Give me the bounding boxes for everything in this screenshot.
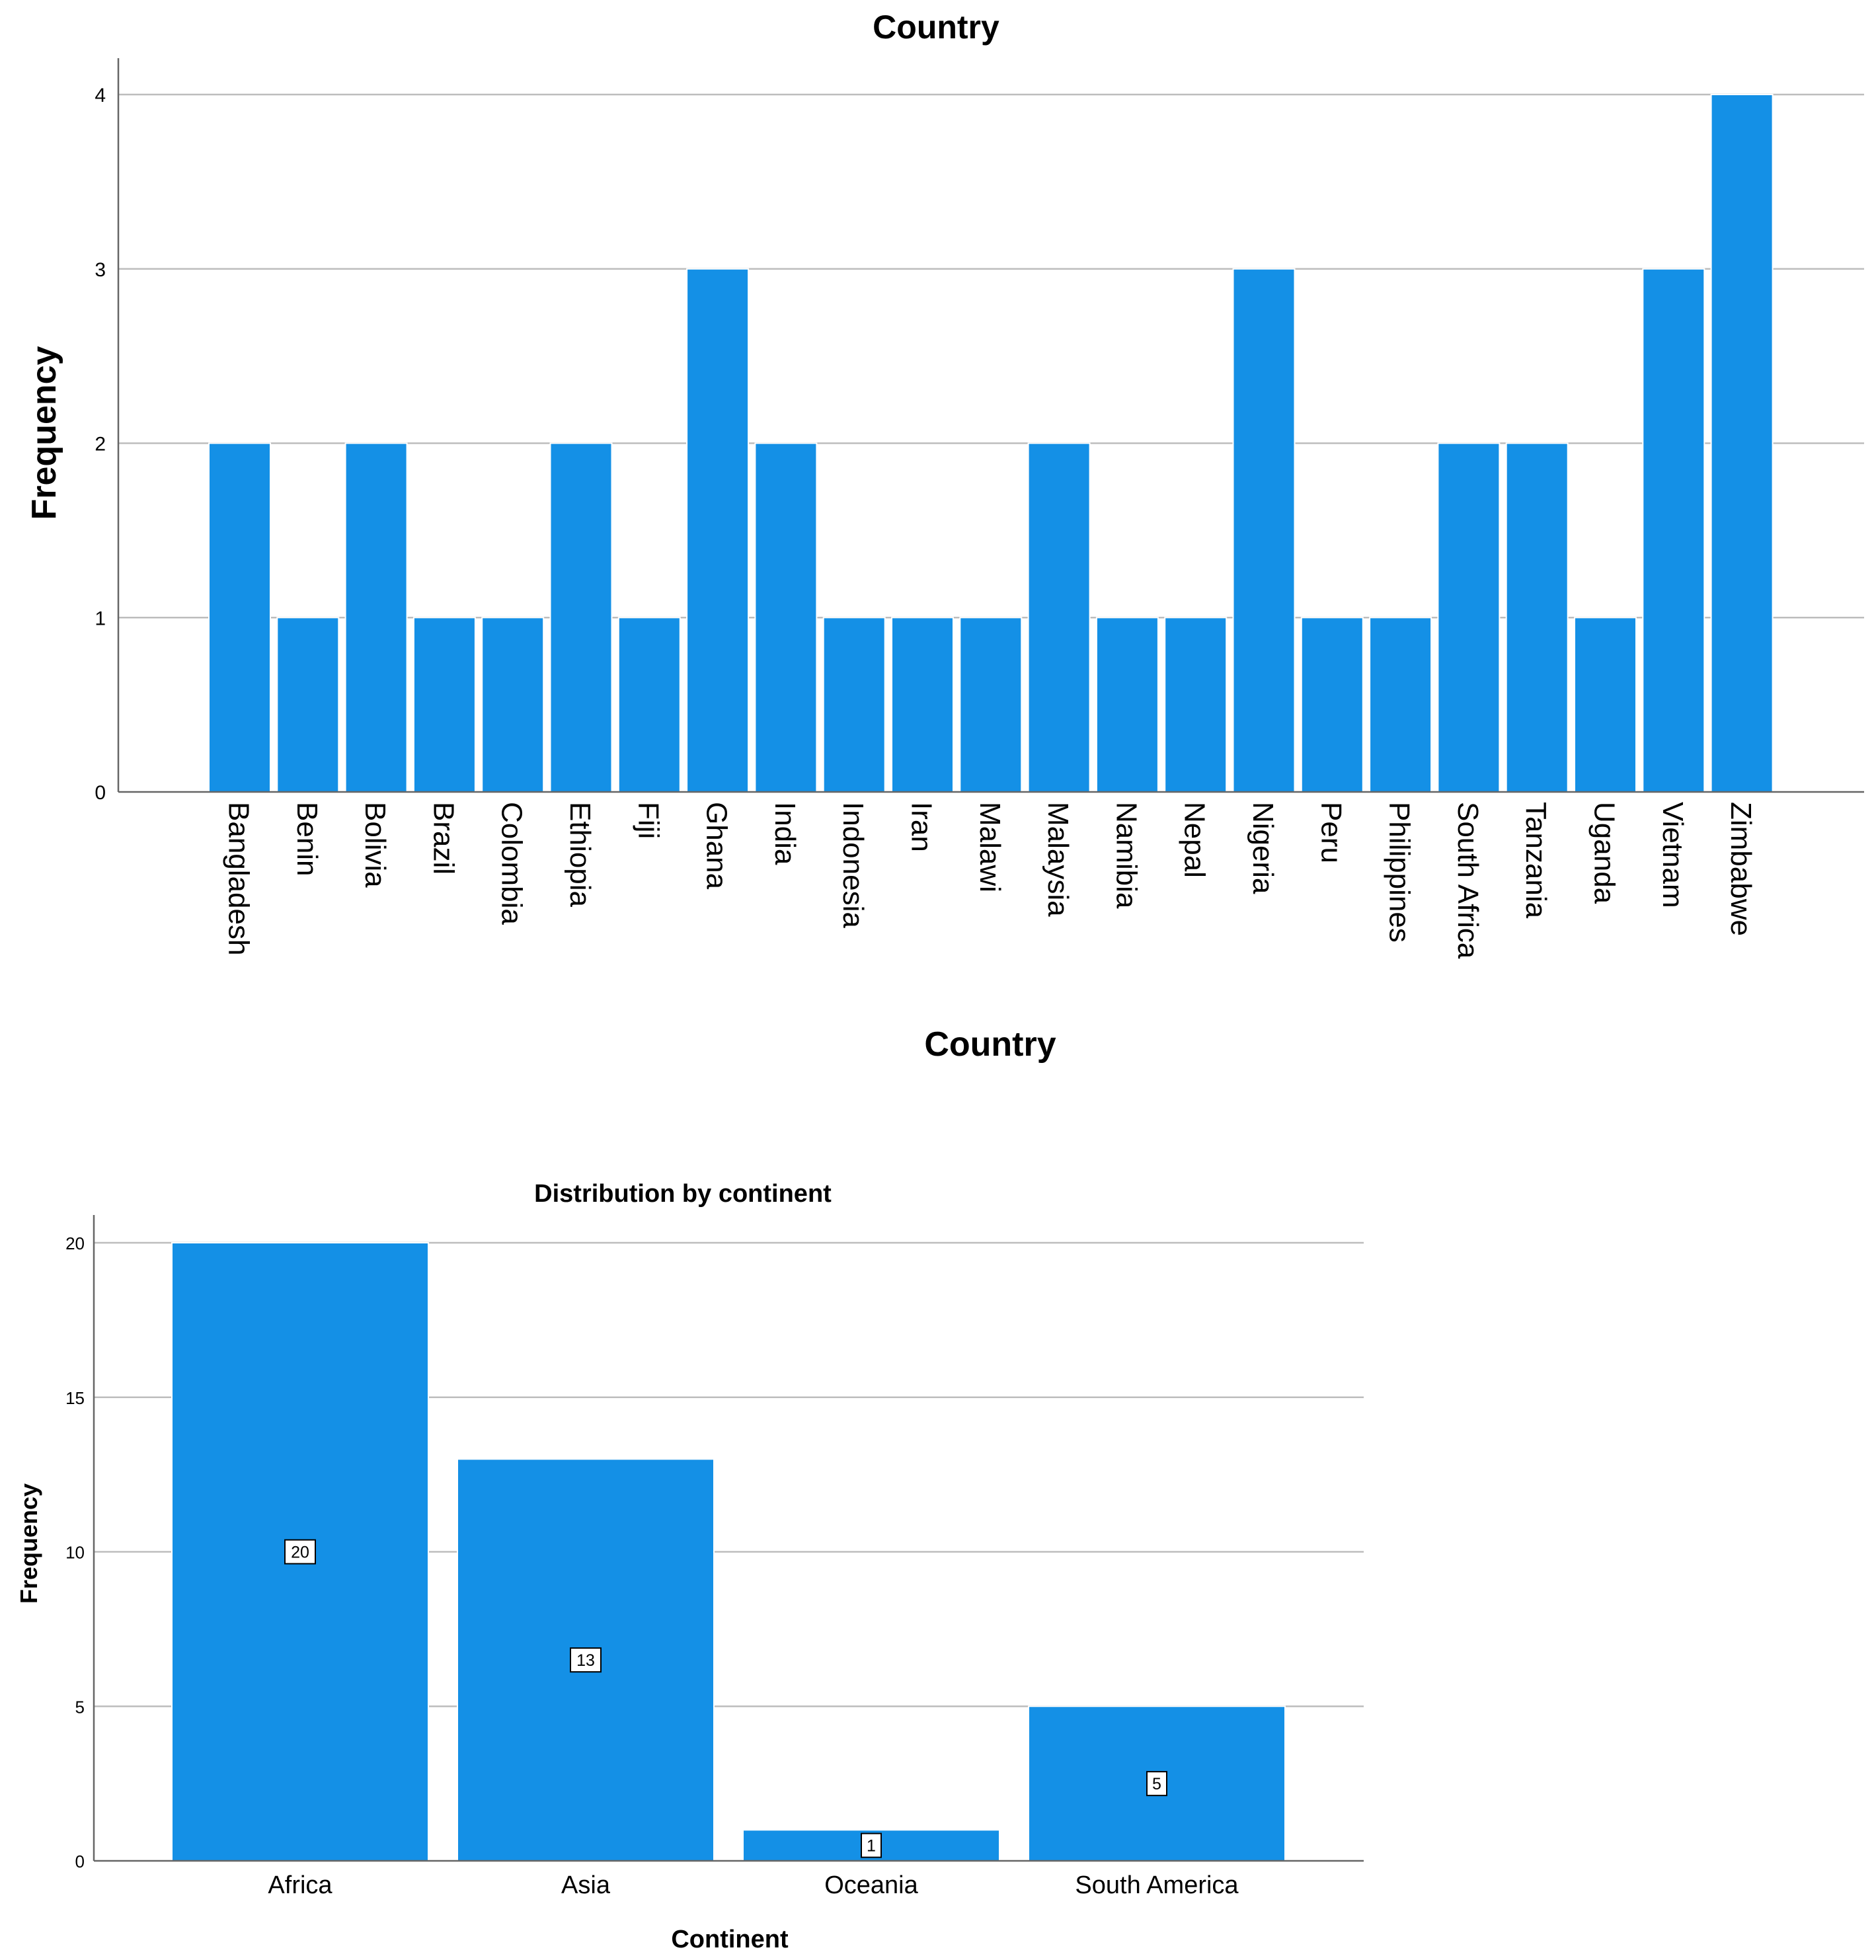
chart1-bar <box>1369 617 1432 793</box>
chart1-bar <box>1027 442 1091 793</box>
chart1-bar <box>1232 268 1296 793</box>
chart2-x-tick-label: Africa <box>268 1871 332 1899</box>
chart2-data-label-box <box>861 1832 882 1858</box>
chart1-x-tick-label: Fiji <box>632 802 664 839</box>
chart1-x-tick-label: Namibia <box>1110 802 1142 909</box>
chart2-data-label-box <box>1146 1771 1167 1797</box>
chart1-x-tick-label: Brazil <box>427 802 459 875</box>
chart2-x-tick-label: Asia <box>561 1871 611 1899</box>
chart1-bar <box>1437 442 1501 793</box>
chart1-bar <box>481 617 545 793</box>
chart1-x-tick-label: India <box>769 802 801 865</box>
chart1-title: Country <box>873 9 999 46</box>
chart2-y-tick-label: 0 <box>75 1852 85 1871</box>
chart1-bar <box>1574 617 1637 793</box>
chart1-x-tick-label: Malaysia <box>1042 802 1074 917</box>
chart1-x-tick-label: Malawi <box>974 802 1006 892</box>
chart1-y-tick-label: 3 <box>95 259 106 281</box>
chart1-bar <box>276 617 340 793</box>
chart1-x-tick-label: Philippines <box>1384 802 1416 943</box>
chart1-bar <box>1642 268 1705 793</box>
chart1-x-tick-label: Ethiopia <box>564 802 596 908</box>
chart1-x-tick-label: Colombia <box>496 802 528 925</box>
chart1-bar <box>686 268 750 793</box>
chart1-bar <box>344 442 408 793</box>
chart2-y-tick-label: 5 <box>75 1697 85 1717</box>
chart1-bar <box>617 617 681 793</box>
chart1-x-tick-label: Benin <box>291 802 323 877</box>
chart2-data-label: 13 <box>576 1651 595 1670</box>
chart1-bar <box>549 442 613 793</box>
chart1-x-tick-label: Tanzania <box>1520 802 1552 919</box>
chart2-data-label: 20 <box>291 1544 309 1562</box>
chart1-x-tick-label: Bolivia <box>359 802 391 888</box>
chart1-bar <box>1164 617 1228 793</box>
chart1-bar <box>959 617 1023 793</box>
chart2-y-axis-label: Frequency <box>15 1483 42 1604</box>
chart2-y-tick-label: 20 <box>65 1234 85 1253</box>
chart2-x-axis-label: Continent <box>671 1926 789 1953</box>
chart1-x-axis-label: Country <box>924 1025 1056 1064</box>
chart1-x-tick-label: Nepal <box>1179 802 1211 878</box>
chart1-x-tick-label: Iran <box>906 802 938 852</box>
chart1-bar <box>208 442 271 793</box>
chart1-x-tick-label: Nigeria <box>1247 802 1279 894</box>
chart2-data-label: 5 <box>1152 1775 1161 1793</box>
chart1-bar <box>1710 94 1774 793</box>
chart1-x-tick-label: Indonesia <box>837 802 869 928</box>
chart2-x-tick-label: Oceania <box>824 1871 918 1899</box>
chart1-x-tick-label: Bangladesh <box>223 802 255 955</box>
chart1-x-tick-label: Zimbabwe <box>1725 802 1757 936</box>
chart2-data-label-box <box>284 1539 316 1565</box>
chart1-x-tick-label: Vietnam <box>1657 802 1689 908</box>
chart1-y-tick-label: 4 <box>95 85 106 106</box>
chart1-bar <box>1505 442 1569 793</box>
chart1-bar <box>412 617 476 793</box>
chart1-bar <box>1095 617 1159 793</box>
chart2-data-label-box <box>570 1647 602 1673</box>
chart1-bar <box>1300 617 1364 793</box>
chart1-x-tick-label: South Africa <box>1452 802 1484 959</box>
chart2-y-tick-label: 15 <box>65 1388 85 1408</box>
chart1-bar <box>822 617 886 793</box>
chart1-x-tick-label: Uganda <box>1588 802 1621 904</box>
chart1-bar <box>754 442 818 793</box>
chart2-data-label: 1 <box>867 1837 876 1856</box>
chart1-y-axis-label: Frequency <box>25 346 63 520</box>
country-chart: Country 0 1 2 3 4 Bangladesh Benin Bolivia Braz… <box>25 9 1864 1064</box>
chart2-x-tick-label: South America <box>1075 1871 1239 1899</box>
chart1-y-tick-label: 2 <box>95 434 106 455</box>
chart1-x-tick-label: Peru <box>1315 802 1347 863</box>
chart1-y-tick-label: 0 <box>95 782 106 804</box>
chart2-title: Distribution by continent <box>534 1180 832 1208</box>
chart2-y-tick-label: 10 <box>65 1543 85 1563</box>
chart1-bar <box>891 617 954 793</box>
chart1-x-tick-label: Ghana <box>701 802 733 890</box>
chart1-y-tick-label: 1 <box>95 608 106 629</box>
